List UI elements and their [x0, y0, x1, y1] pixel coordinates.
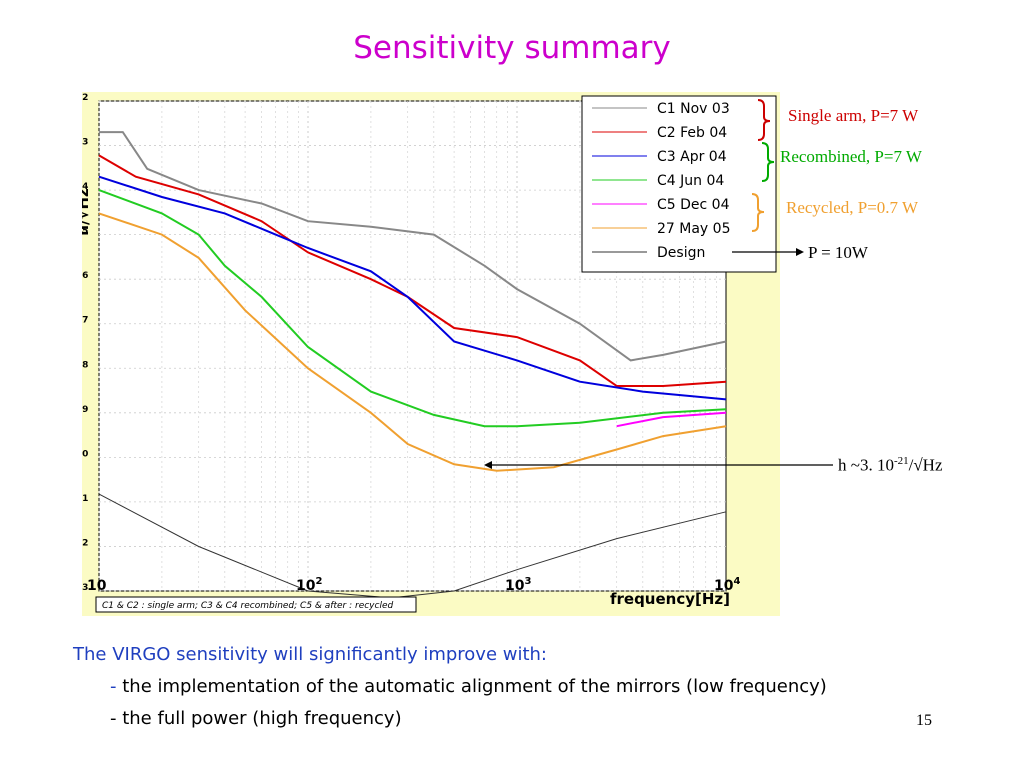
- series-line-0: [99, 131, 727, 362]
- single-arm-note: Single arm, P=7 W: [788, 106, 919, 125]
- legend-label: C5 Dec 04: [657, 197, 730, 213]
- design-level-note: h ~3. 10-21/√Hz: [838, 455, 943, 475]
- x-tick-label: 104: [714, 576, 740, 594]
- caption-text: C1 & C2 : single arm; C3 & C4 recombined…: [102, 601, 393, 611]
- y-tick-label: 10-15: [82, 227, 88, 244]
- y-tick-label: 10-17: [82, 316, 88, 333]
- intro-text: The VIRGO sensitivity will significantly…: [73, 644, 547, 665]
- legend-label: C2 Feb 04: [657, 125, 727, 141]
- recycled-note: Recycled, P=0.7 W: [786, 198, 919, 217]
- y-tick-label: 10-19: [82, 405, 88, 422]
- y-tick-label: 10-20: [82, 449, 88, 466]
- x-tick-label: 102: [296, 576, 322, 594]
- design-power-note: P = 10W: [808, 243, 868, 262]
- series-line-2: [98, 175, 727, 401]
- legend-box: [581, 95, 777, 273]
- legend-label: C4 Jun 04: [657, 173, 724, 189]
- y-axis-label: h/√Hz: [82, 188, 92, 236]
- bullet-1: - the implementation of the automatic al…: [110, 676, 827, 697]
- x-tick-label: 10: [87, 578, 107, 594]
- y-tick-labels: 10-12 10-13 10-14 10-15 10-16 10-17 10-18 10-19…: [82, 93, 88, 600]
- legend: C1 Nov 03 C2 Feb 04 C3 Apr 04 C4 Jun 04 C5 D…: [581, 95, 777, 273]
- page-number: 15: [916, 712, 932, 729]
- y-tick-label: 10-16: [82, 271, 88, 288]
- y-tick-label: 10-21: [82, 494, 88, 511]
- bullet-2: - the full power (high frequency): [110, 708, 402, 729]
- recombined-note: Recombined, P=7 W: [780, 147, 922, 166]
- x-tick-label: 103: [505, 576, 531, 594]
- series-line-5: [98, 212, 727, 472]
- y-tick-label: 10-12: [82, 93, 88, 110]
- legend-label: 27 May 05: [657, 221, 730, 237]
- x-axis-label: frequency[Hz]: [610, 590, 730, 608]
- y-tick-label: 10-22: [82, 538, 88, 555]
- y-tick-label: 10-23: [82, 583, 88, 600]
- legend-label: Design: [657, 245, 705, 261]
- y-tick-label: 10-13: [82, 138, 88, 155]
- sensitivity-chart: 10-12 10-13 10-14 10-15 10-16 10-17 10-18 10-19…: [82, 93, 777, 613]
- x-tick-labels: 10 102 103 104: [87, 576, 740, 594]
- y-tick-label: 10-14: [82, 182, 88, 199]
- slide-title: Sensitivity summary: [353, 30, 671, 66]
- series-line-4: [616, 411, 727, 428]
- legend-label: C1 Nov 03: [657, 101, 730, 117]
- y-tick-label: 10-18: [82, 360, 88, 377]
- series-lines: [98, 131, 727, 599]
- caption-box: [95, 596, 417, 613]
- series-line-6: [98, 493, 727, 599]
- plot-frame: 10-12 10-13 10-14 10-15 10-16 10-17 10-18 10-19…: [82, 92, 780, 616]
- series-line-3: [98, 189, 727, 428]
- design-arrow-head: [796, 248, 804, 256]
- legend-label: C3 Apr 04: [657, 149, 727, 165]
